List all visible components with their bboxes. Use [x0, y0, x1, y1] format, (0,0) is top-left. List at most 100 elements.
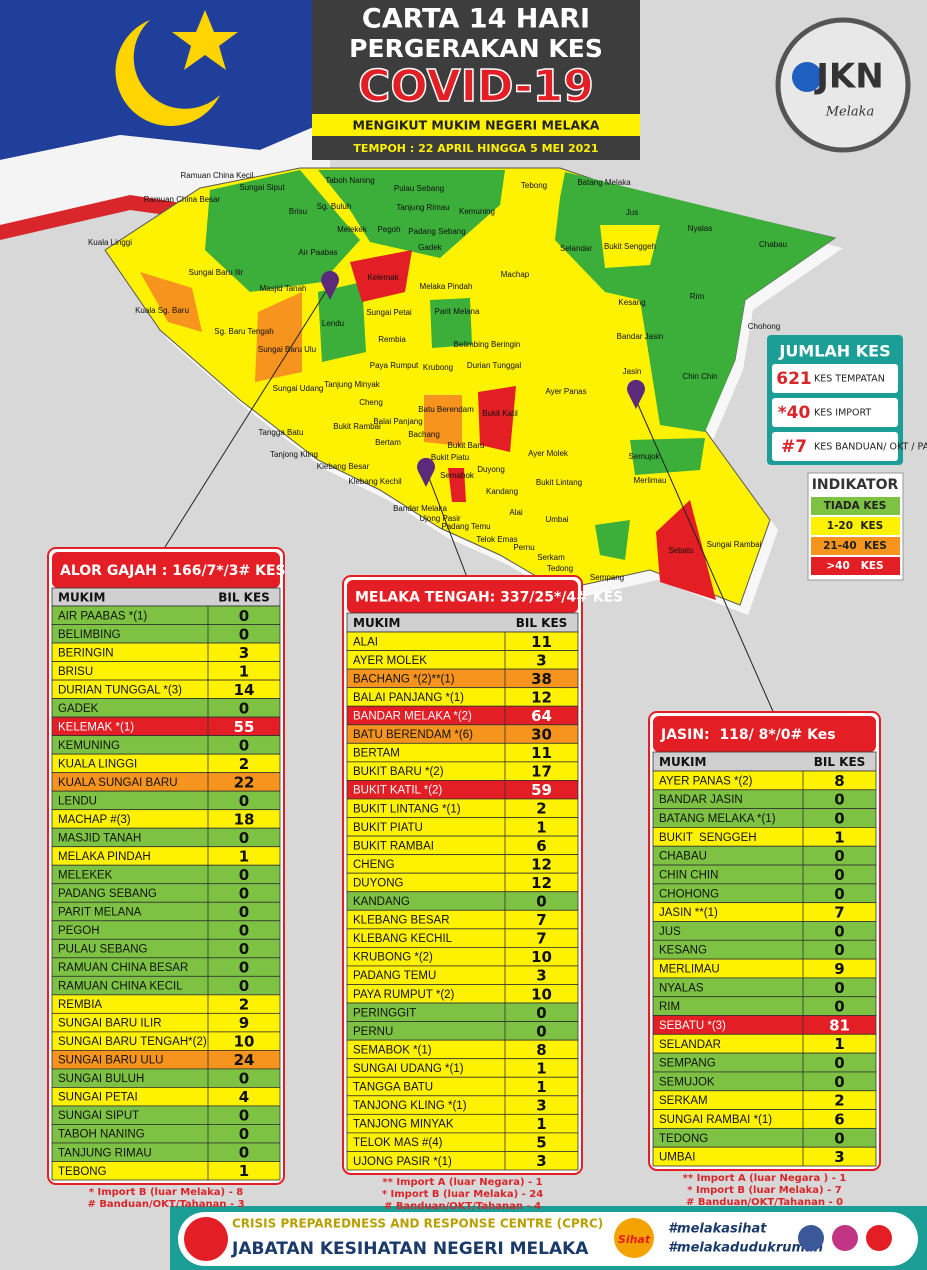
mukim-name: BATU BERENDAM *(6): [353, 729, 473, 741]
case-count: 4: [239, 1088, 249, 1106]
mukim-name: SUNGAI BARU ILIR: [58, 1018, 162, 1030]
hashtag: #melakasihat: [668, 1222, 767, 1237]
map-label: Kandang: [486, 487, 518, 496]
totals-label: KES IMPORT: [814, 408, 871, 419]
case-count: 12: [531, 874, 552, 892]
map: Ramuan China Kecil Ramuan China Besar Tabo…: [88, 167, 843, 717]
mukim-name: DURIAN TUNGGAL *(3): [58, 684, 182, 696]
case-count: 2: [239, 996, 249, 1014]
case-count: 55: [234, 718, 255, 736]
mukim-name: NYALAS: [659, 982, 704, 994]
totals-item: [772, 398, 898, 427]
table-row: [652, 1146, 877, 1167]
mukim-name: KLEBANG BESAR: [353, 915, 450, 927]
case-count: 3: [536, 1097, 546, 1115]
region: [656, 500, 716, 600]
case-count: 0: [834, 791, 844, 809]
mukim-name: BACHANG *(2)**(1): [353, 673, 455, 685]
case-count: 24: [234, 1051, 255, 1069]
case-count: 3: [536, 967, 546, 985]
mukim-name: SUNGAI BARU ULU: [58, 1055, 163, 1067]
mukim-name: RAMUAN CHINA KECIL: [58, 981, 183, 993]
case-count: 0: [536, 1004, 546, 1022]
map-label: Merlimau: [634, 476, 667, 485]
footer-org: CRISIS PREPAREDNESS AND RESPONSE CENTRE …: [232, 1217, 603, 1231]
mukim-name: BERTAM: [353, 748, 400, 760]
mukim-name: MACHAP #(3): [58, 814, 131, 826]
map-label: Sungai Baru Ulu: [258, 345, 316, 354]
case-count: 3: [536, 651, 546, 669]
case-count: 0: [239, 1144, 249, 1162]
case-count: 10: [531, 985, 552, 1003]
mukim-name: BUKIT SENGGEH: [659, 832, 757, 844]
mukim-name: KUALA SUNGAI BARU: [58, 777, 178, 789]
map-label: Brisu: [289, 207, 307, 216]
map-label: Tanjung Minyak: [324, 380, 381, 389]
map-label: Sungai Rambai: [707, 540, 762, 549]
case-count: 7: [536, 911, 546, 929]
map-label: Machap: [501, 270, 530, 279]
map-label: Sg. Buluh: [317, 202, 352, 211]
case-count: 2: [239, 755, 249, 773]
map-label: Pernu: [513, 543, 534, 552]
case-count: 0: [239, 607, 249, 625]
mukim-name: AIR PAABAS *(1): [58, 610, 147, 622]
map-label: Semabok: [440, 471, 475, 480]
mukim-name: CHENG: [353, 859, 395, 871]
mukim-name: BANDAR MELAKA *(2): [353, 711, 472, 723]
case-count: 0: [834, 1073, 844, 1091]
region: [478, 386, 516, 452]
mukim-name: PERNU: [353, 1026, 393, 1038]
table-title-bar: [653, 716, 876, 752]
table-title-bar: [347, 580, 578, 613]
case-count: 12: [531, 855, 552, 873]
mukim-name: SERKAM: [659, 1095, 708, 1107]
map-label: Chabau: [759, 240, 787, 249]
mukim-name: KLEBANG KECHIL: [353, 933, 453, 945]
map-label: Padang Temu: [441, 522, 490, 531]
pin: [416, 457, 436, 487]
map-label: Nyalas: [688, 224, 712, 233]
map-label: Kuala Linggi: [88, 238, 132, 247]
map-label: Bachang: [408, 430, 440, 439]
mukim-name: MASJID TANAH: [58, 832, 141, 844]
mukim-name: MERLIMAU: [659, 964, 720, 976]
mukim-name: KUALA LINGGI: [58, 758, 137, 770]
instagram-icon[interactable]: [832, 1225, 858, 1251]
totals-value: *40: [778, 403, 811, 423]
mukim-name: SELANDAR: [659, 1039, 721, 1051]
mukim-name: BELIMBING: [58, 629, 121, 641]
case-count: 2: [536, 800, 546, 818]
mukim-name: SEBATU *(3): [659, 1020, 726, 1032]
map-label: Bukit Katil: [482, 409, 518, 418]
facebook-icon[interactable]: [798, 1225, 824, 1251]
youtube-icon[interactable]: [866, 1225, 892, 1251]
mukim-name: REMBIA: [58, 999, 102, 1011]
mukim-name: TABOH NANING: [58, 1129, 145, 1141]
mukim-name: LENDU: [58, 795, 97, 807]
pin: [321, 270, 340, 300]
case-count: 1: [834, 1035, 844, 1053]
map-label: Lendu: [322, 319, 344, 328]
map-label: Bandar Melaka: [393, 504, 447, 513]
case-count: 0: [239, 625, 249, 643]
table-title: MELAKA TENGAH: 337/25*/4# KES: [355, 590, 623, 606]
map-label: Ayer Panas: [545, 387, 586, 396]
mukim-name: BRISU: [58, 666, 93, 678]
mukim-name: BERINGIN: [58, 647, 114, 659]
case-count: 38: [531, 670, 552, 688]
case-count: 0: [239, 1125, 249, 1143]
case-count: 0: [834, 979, 844, 997]
case-count: 0: [239, 885, 249, 903]
map-label: Alai: [509, 508, 523, 517]
case-count: 30: [531, 726, 552, 744]
logo-text: JKN: [814, 57, 883, 97]
case-count: 9: [834, 960, 844, 978]
map-label: Ujong Pasir: [419, 514, 461, 523]
map-label: Melekek: [337, 225, 368, 234]
mukim-name: SUNGAI SIPUT: [58, 1110, 139, 1122]
mukim-name: PERINGGIT: [353, 1007, 416, 1019]
indicator-label: 1-20 KES: [827, 520, 883, 532]
subtitle-bar: [312, 114, 640, 136]
map-label: Telok Emas: [476, 535, 517, 544]
